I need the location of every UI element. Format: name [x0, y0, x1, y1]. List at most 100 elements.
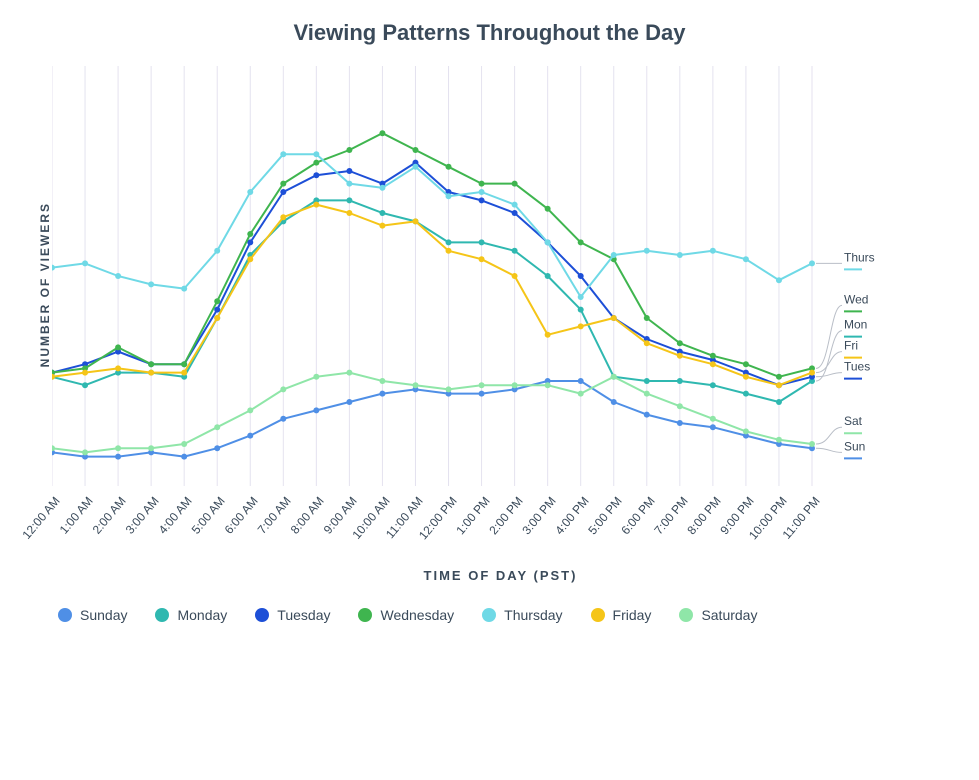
series-marker-wednesday [313, 160, 319, 166]
series-marker-sunday [479, 391, 485, 397]
series-marker-thursday [776, 277, 782, 283]
x-tick-label: 6:00 AM [222, 494, 261, 537]
series-marker-saturday [412, 382, 418, 388]
series-marker-friday [809, 370, 815, 376]
series-marker-saturday [313, 374, 319, 380]
series-marker-wednesday [446, 164, 452, 170]
legend-item-tuesday[interactable]: Tuesday [255, 607, 330, 623]
series-marker-friday [52, 374, 55, 380]
series-marker-wednesday [346, 147, 352, 153]
series-marker-saturday [379, 378, 385, 384]
legend-label: Wednesday [380, 607, 454, 623]
series-marker-tuesday [313, 172, 319, 178]
series-marker-wednesday [644, 315, 650, 321]
series-tag-monday: Mon [844, 318, 867, 332]
x-tick-label: 5:00 AM [189, 494, 228, 537]
series-marker-friday [545, 332, 551, 338]
series-marker-friday [412, 218, 418, 224]
series-marker-saturday [578, 391, 584, 397]
series-marker-friday [115, 365, 121, 371]
series-marker-thursday [412, 164, 418, 170]
series-marker-saturday [181, 441, 187, 447]
legend-swatch-icon [155, 608, 169, 622]
legend-item-monday[interactable]: Monday [155, 607, 227, 623]
series-marker-thursday [446, 193, 452, 199]
x-tick-label: 8:00 AM [288, 494, 327, 537]
series-marker-friday [776, 382, 782, 388]
x-tick-label: 3:00 AM [123, 494, 162, 537]
series-marker-saturday [611, 374, 617, 380]
x-tick-label: 5:00 PM [585, 494, 624, 537]
series-marker-thursday [479, 189, 485, 195]
series-marker-friday [247, 256, 253, 262]
label-connector-tuesday [816, 373, 842, 377]
x-axis-ticks: 12:00 AM1:00 AM2:00 AM3:00 AM4:00 AM5:00… [52, 486, 812, 556]
x-tick-label: 3:00 PM [519, 494, 558, 537]
legend-item-friday[interactable]: Friday [591, 607, 652, 623]
legend-label: Sunday [80, 607, 127, 623]
legend-swatch-icon [591, 608, 605, 622]
legend-label: Tuesday [277, 607, 330, 623]
series-marker-monday [512, 248, 518, 254]
x-tick-label: 2:00 AM [90, 494, 129, 537]
line-chart: ThursWedMonFriTuesSatSun [52, 66, 949, 486]
series-marker-friday [644, 340, 650, 346]
series-marker-thursday [611, 252, 617, 258]
legend-item-saturday[interactable]: Saturday [679, 607, 757, 623]
series-marker-thursday [710, 248, 716, 254]
series-marker-friday [181, 370, 187, 376]
series-marker-thursday [247, 189, 253, 195]
series-marker-monday [82, 382, 88, 388]
series-marker-saturday [677, 403, 683, 409]
series-tag-saturday: Sat [844, 414, 863, 428]
series-marker-saturday [545, 382, 551, 388]
x-tick-label: 8:00 PM [684, 494, 723, 537]
legend-label: Friday [613, 607, 652, 623]
legend: Sunday Monday Tuesday Wednesday Thursday Frid… [52, 607, 949, 623]
series-marker-monday [677, 378, 683, 384]
series-marker-friday [446, 248, 452, 254]
legend-item-sunday[interactable]: Sunday [58, 607, 127, 623]
chart-title: Viewing Patterns Throughout the Day [30, 20, 949, 46]
series-marker-saturday [280, 386, 286, 392]
series-marker-wednesday [677, 340, 683, 346]
series-marker-wednesday [545, 206, 551, 212]
series-line-sunday [52, 381, 812, 457]
series-marker-friday [214, 315, 220, 321]
series-marker-saturday [644, 391, 650, 397]
legend-label: Thursday [504, 607, 562, 623]
series-marker-thursday [280, 151, 286, 157]
series-tag-sunday: Sun [844, 439, 865, 453]
series-marker-tuesday [479, 197, 485, 203]
series-marker-thursday [214, 248, 220, 254]
series-marker-tuesday [214, 307, 220, 313]
series-tag-tuesday: Tues [844, 360, 870, 374]
series-line-tuesday [52, 163, 812, 386]
series-marker-friday [479, 256, 485, 262]
series-marker-thursday [346, 181, 352, 187]
series-marker-sunday [181, 454, 187, 460]
series-marker-thursday [82, 260, 88, 266]
series-marker-saturday [512, 382, 518, 388]
series-marker-tuesday [578, 273, 584, 279]
x-tick-label: 2:00 PM [486, 494, 525, 537]
series-marker-saturday [479, 382, 485, 388]
series-marker-wednesday [247, 231, 253, 237]
legend-item-wednesday[interactable]: Wednesday [358, 607, 454, 623]
series-marker-monday [743, 391, 749, 397]
x-tick-label: 1:00 AM [57, 494, 96, 537]
series-marker-friday [578, 323, 584, 329]
x-tick-label: 12:00 AM [19, 494, 62, 542]
y-axis-label: NUMBER OF VIEWERS [30, 202, 52, 367]
label-connector-sunday [816, 448, 842, 452]
series-marker-sunday [346, 399, 352, 405]
x-axis-label: TIME OF DAY (PST) [52, 568, 949, 583]
series-marker-thursday [545, 239, 551, 245]
series-marker-sunday [115, 454, 121, 460]
series-marker-wednesday [776, 374, 782, 380]
series-marker-monday [346, 197, 352, 203]
series-marker-sunday [379, 391, 385, 397]
series-tag-friday: Fri [844, 339, 858, 353]
legend-item-thursday[interactable]: Thursday [482, 607, 562, 623]
series-marker-saturday [809, 441, 815, 447]
